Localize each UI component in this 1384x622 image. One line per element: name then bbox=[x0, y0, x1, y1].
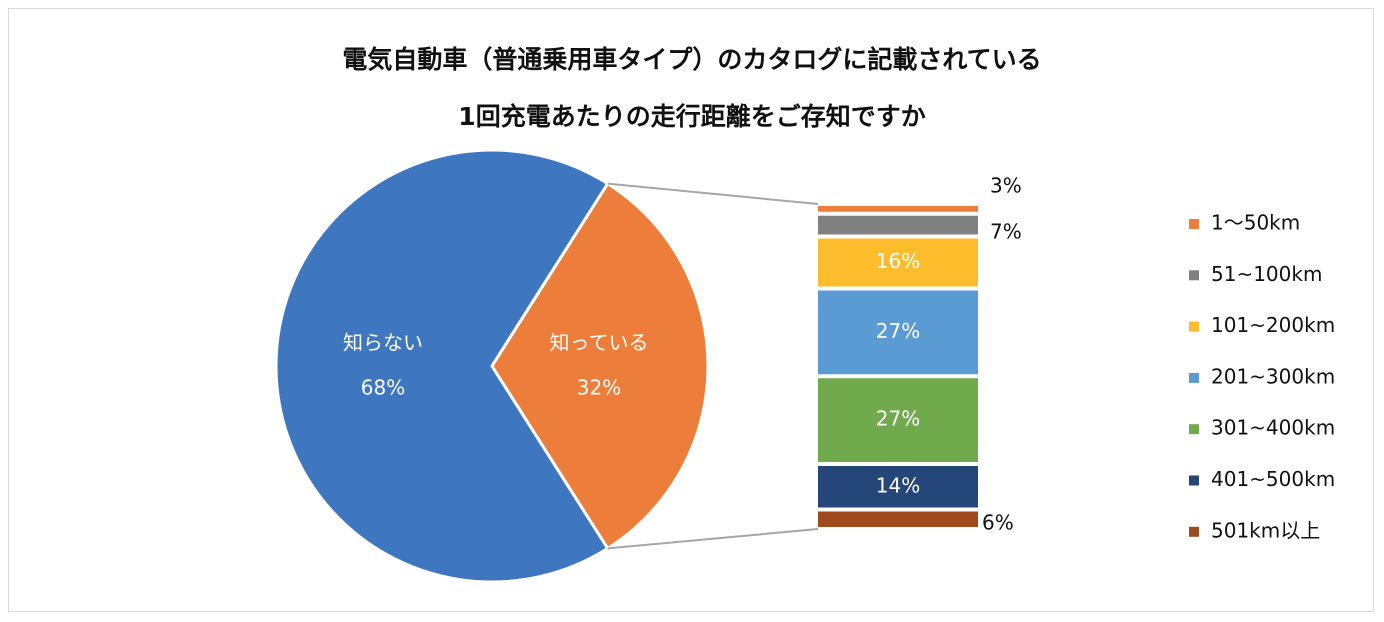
chart-title-line-2: 1回充電あたりの走行距離をご存知ですか bbox=[458, 102, 926, 131]
pie-label-unknown: 知らない bbox=[343, 331, 423, 355]
legend-swatch-6 bbox=[1189, 475, 1199, 486]
chart-title-line-1: 電気自動車（普通乗用車タイプ）のカタログに記載されている bbox=[342, 45, 1042, 74]
bar-segment-3 bbox=[818, 238, 978, 287]
legend-label-2: 51~100km bbox=[1211, 262, 1322, 286]
legend-swatch-5 bbox=[1189, 424, 1199, 435]
legend-swatch-3 bbox=[1189, 321, 1199, 332]
pie-value-known: 32% bbox=[577, 376, 621, 400]
bar-value-label-5: 27% bbox=[876, 407, 920, 431]
legend-swatch-4 bbox=[1189, 372, 1199, 383]
legend-swatch-2 bbox=[1189, 270, 1199, 281]
legend-label-3: 101~200km bbox=[1211, 313, 1335, 337]
bar-value-label-6: 14% bbox=[876, 473, 920, 497]
bar-value-label-4: 27% bbox=[876, 319, 920, 343]
bar-segment-1 bbox=[818, 206, 978, 212]
connector-line-top bbox=[607, 182, 819, 205]
legend-label-5: 301~400km bbox=[1211, 416, 1335, 440]
bar-segment-4 bbox=[818, 290, 978, 375]
bar-segment-7 bbox=[818, 511, 978, 527]
bar-segment-6 bbox=[818, 466, 978, 508]
pie-slice-known bbox=[490, 182, 710, 550]
pie-slice-unknown bbox=[274, 148, 610, 584]
bar-value-label-3: 16% bbox=[876, 249, 920, 273]
pie-value-unknown: 68% bbox=[361, 376, 405, 400]
legend-swatch-7 bbox=[1189, 526, 1199, 537]
legend-swatch-1 bbox=[1189, 219, 1199, 229]
bar-segment-2 bbox=[818, 215, 978, 235]
legend-label-7: 501km以上 bbox=[1211, 518, 1320, 542]
bar-segment-5 bbox=[818, 378, 978, 462]
pie-label-known: 知っている bbox=[550, 331, 649, 355]
connector-line-bottom bbox=[607, 528, 819, 550]
legend-label-4: 201~300km bbox=[1211, 364, 1335, 388]
legend-label-1: 1〜50km bbox=[1211, 211, 1300, 235]
legend-label-6: 401~500km bbox=[1211, 467, 1335, 491]
bar-value-label-1: 3% bbox=[990, 174, 1022, 198]
bar-value-label-7: 6% bbox=[982, 511, 1014, 535]
bar-value-label-2: 7% bbox=[990, 220, 1022, 244]
